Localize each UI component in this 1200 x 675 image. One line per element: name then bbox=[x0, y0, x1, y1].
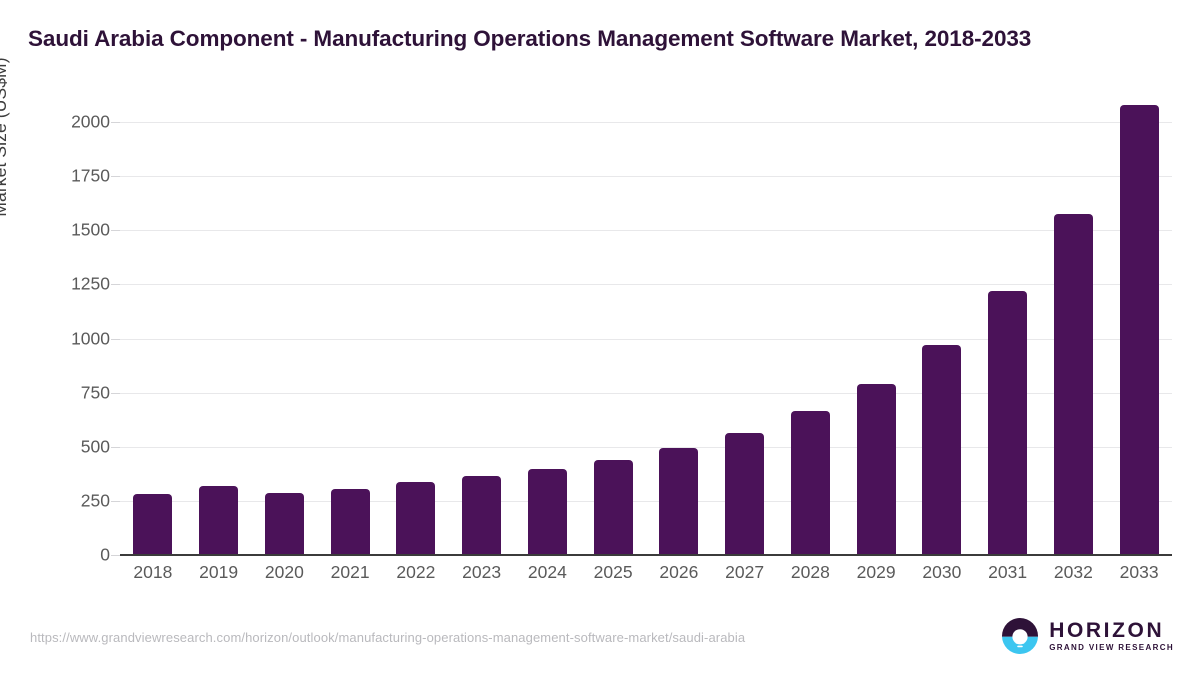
bar[interactable] bbox=[133, 494, 173, 555]
bar[interactable] bbox=[1119, 104, 1159, 555]
plot-area bbox=[111, 104, 1172, 556]
horizon-logo-text: HORIZON GRAND VIEW RESEARCH bbox=[1049, 620, 1174, 652]
horizon-logo-icon bbox=[1002, 618, 1039, 654]
bar[interactable] bbox=[922, 345, 962, 555]
bar[interactable] bbox=[396, 482, 436, 555]
gridline bbox=[120, 284, 1172, 286]
x-axis-tick-label: 2032 bbox=[1053, 562, 1093, 582]
bar[interactable] bbox=[593, 460, 633, 555]
y-tick-mark bbox=[111, 500, 120, 502]
source-url[interactable]: https://www.grandviewresearch.com/horizo… bbox=[30, 630, 746, 645]
y-axis-tick-label: 500 bbox=[80, 436, 110, 457]
y-axis-tick-label: 750 bbox=[80, 382, 110, 403]
x-axis-tick-label: 2033 bbox=[1119, 562, 1159, 582]
bar[interactable] bbox=[659, 448, 699, 555]
x-axis-tick-label: 2028 bbox=[790, 562, 830, 582]
y-axis-tick-label: 1750 bbox=[71, 165, 110, 186]
gridline bbox=[120, 122, 1172, 123]
y-axis-tick-label: 0 bbox=[100, 544, 110, 565]
y-axis-tick-label: 1500 bbox=[71, 219, 110, 240]
gridline bbox=[120, 392, 1172, 394]
x-axis-tick-label: 2018 bbox=[133, 562, 173, 582]
x-axis-tick-label: 2030 bbox=[922, 562, 962, 582]
y-axis-labels: 0 250 500 750 1000 1250 1500 1750 2000 bbox=[32, 112, 110, 565]
y-axis-tick-label: 250 bbox=[80, 490, 110, 511]
y-tick-mark bbox=[111, 122, 120, 123]
bar[interactable] bbox=[330, 488, 370, 555]
y-axis-tick-label: 2000 bbox=[71, 111, 110, 132]
y-tick-mark bbox=[111, 338, 120, 340]
x-axis-tick-label: 2022 bbox=[396, 562, 436, 582]
y-tick-mark bbox=[111, 176, 120, 178]
x-axis-tick-label: 2027 bbox=[725, 562, 765, 582]
y-axis-tick-label: 1250 bbox=[71, 273, 110, 294]
gridline bbox=[120, 500, 1172, 502]
gridline bbox=[120, 176, 1172, 178]
x-axis-tick-label: 2023 bbox=[462, 562, 502, 582]
page-title: Saudi Arabia Component - Manufacturing O… bbox=[28, 26, 1032, 51]
y-tick-mark bbox=[111, 230, 120, 232]
x-axis-tick-label: 2029 bbox=[856, 562, 896, 582]
y-tick-mark bbox=[111, 284, 120, 286]
bar[interactable] bbox=[725, 432, 765, 555]
x-axis-tick-label: 2024 bbox=[527, 562, 567, 582]
x-axis-tick-label: 2021 bbox=[330, 562, 370, 582]
logo-tagline: GRAND VIEW RESEARCH bbox=[1049, 643, 1174, 652]
y-axis-title: Market Size (US$M) bbox=[0, 57, 10, 217]
y-tick-mark bbox=[111, 555, 120, 556]
y-tick-mark bbox=[111, 446, 120, 448]
bar[interactable] bbox=[856, 383, 896, 555]
logo-name: HORIZON bbox=[1049, 619, 1165, 642]
x-axis-line bbox=[120, 554, 1172, 556]
y-axis-tick-label: 1000 bbox=[71, 328, 110, 348]
bar[interactable] bbox=[264, 493, 304, 555]
gridline bbox=[120, 338, 1172, 340]
gridline bbox=[120, 230, 1172, 232]
x-axis-tick-label: 2020 bbox=[264, 562, 304, 582]
bar[interactable] bbox=[199, 485, 239, 555]
x-axis-tick-label: 2019 bbox=[199, 562, 239, 582]
horizon-logo: HORIZON GRAND VIEW RESEARCH bbox=[1000, 616, 1174, 656]
bar[interactable] bbox=[462, 476, 502, 555]
x-axis-tick-label: 2026 bbox=[659, 562, 699, 582]
x-axis-labels: 2018 2019 2020 2021 2022 2023 2024 2025 2026 2027… bbox=[120, 562, 1172, 592]
x-axis-tick-label: 2031 bbox=[988, 562, 1028, 582]
gridline bbox=[120, 446, 1172, 448]
bar[interactable] bbox=[988, 291, 1028, 555]
bar[interactable] bbox=[1053, 214, 1093, 555]
y-tick-mark bbox=[111, 392, 120, 394]
bar[interactable] bbox=[527, 469, 567, 555]
bar[interactable] bbox=[790, 411, 830, 555]
x-axis-tick-label: 2025 bbox=[593, 562, 633, 582]
